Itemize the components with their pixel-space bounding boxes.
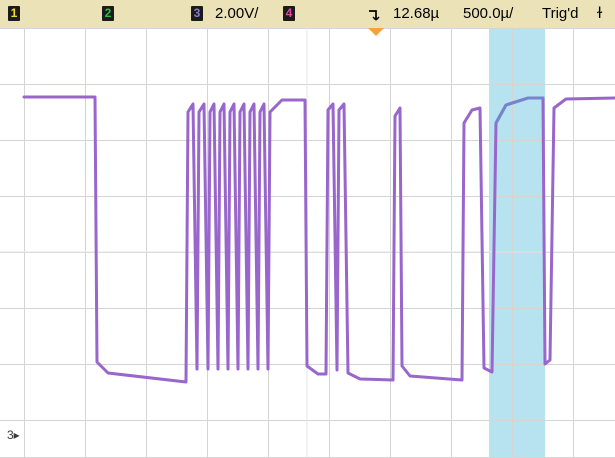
channel-2-indicator[interactable]: 2 [102, 6, 114, 21]
channel-3-waveform [22, 95, 615, 384]
trigger-marker [368, 28, 384, 36]
waveform-screen: 3▸ [0, 28, 615, 458]
falling-edge-icon [369, 10, 380, 21]
trigger-status: Trig'd [542, 5, 579, 22]
trigger-level: 12.68µ [393, 5, 440, 22]
trigger-slope-icon: ɫ [597, 5, 603, 22]
volts-per-division: 2.00V/ [215, 5, 259, 22]
time-per-division: 500.0µ/ [463, 5, 514, 22]
channel-3-indicator[interactable]: 3 [191, 6, 203, 21]
status-bar: 1 2 3 2.00V/ 4 12.68µ 500.0µ/ Trig'd ɫ [0, 0, 615, 28]
channel-3-ground-marker: 3▸ [7, 428, 20, 442]
highlighted-waveform-segment [494, 96, 545, 125]
channel-4-indicator[interactable]: 4 [283, 6, 295, 21]
highlight-region [489, 28, 545, 458]
channel-1-indicator[interactable]: 1 [8, 6, 20, 21]
